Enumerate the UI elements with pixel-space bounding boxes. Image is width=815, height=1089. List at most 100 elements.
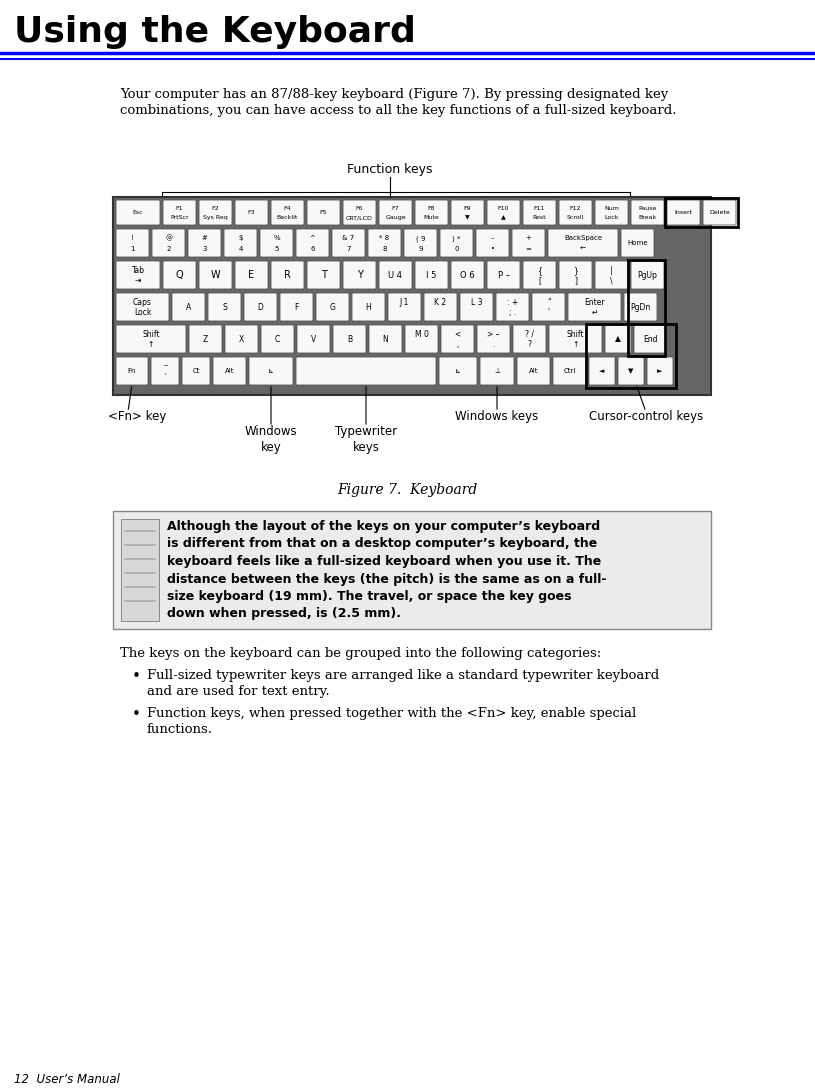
FancyBboxPatch shape: [460, 293, 493, 321]
Text: [: [: [538, 277, 541, 285]
FancyBboxPatch shape: [163, 200, 196, 225]
Text: The keys on the keyboard can be grouped into the following categories:: The keys on the keyboard can be grouped …: [120, 647, 601, 660]
FancyBboxPatch shape: [548, 229, 618, 257]
Text: 9: 9: [418, 246, 423, 252]
FancyBboxPatch shape: [405, 325, 438, 353]
FancyBboxPatch shape: [439, 357, 477, 386]
Text: 4: 4: [238, 246, 243, 252]
Text: Mute: Mute: [424, 215, 439, 220]
FancyBboxPatch shape: [441, 325, 474, 353]
Text: ^: ^: [310, 235, 315, 242]
Text: Tab: Tab: [131, 266, 144, 274]
Text: F5: F5: [319, 210, 328, 215]
FancyBboxPatch shape: [388, 293, 421, 321]
Text: Function keys, when pressed together with the <Fn> key, enable special: Function keys, when pressed together wit…: [147, 707, 637, 720]
Text: ⊾: ⊾: [455, 368, 461, 374]
Bar: [113, 197, 711, 395]
Text: J 1: J 1: [400, 297, 409, 307]
Text: Ct: Ct: [192, 368, 200, 374]
Bar: [665, 198, 738, 227]
Text: F6: F6: [356, 206, 363, 211]
Text: 2: 2: [166, 246, 170, 252]
FancyBboxPatch shape: [172, 293, 205, 321]
Text: Sys Req: Sys Req: [203, 215, 228, 220]
FancyBboxPatch shape: [634, 325, 667, 353]
Text: F12: F12: [570, 206, 581, 211]
Text: ←: ←: [580, 246, 586, 252]
FancyBboxPatch shape: [595, 200, 628, 225]
FancyBboxPatch shape: [618, 357, 644, 386]
FancyBboxPatch shape: [296, 357, 436, 386]
Text: {: {: [537, 266, 542, 274]
Text: }: }: [573, 266, 578, 274]
FancyBboxPatch shape: [151, 357, 179, 386]
Text: F7: F7: [392, 206, 399, 211]
Text: S: S: [222, 303, 227, 311]
Text: <: <: [455, 330, 460, 339]
Text: •: •: [132, 707, 141, 722]
Text: +: +: [526, 235, 531, 242]
FancyBboxPatch shape: [271, 200, 304, 225]
Text: Windows keys: Windows keys: [456, 409, 539, 423]
FancyBboxPatch shape: [332, 229, 365, 257]
FancyBboxPatch shape: [189, 325, 222, 353]
Text: ↵: ↵: [592, 308, 597, 317]
FancyBboxPatch shape: [496, 293, 529, 321]
Text: Shift: Shift: [566, 330, 584, 339]
Text: Rest: Rest: [533, 215, 546, 220]
Text: Typewriter
keys: Typewriter keys: [335, 425, 397, 454]
Text: Esc: Esc: [133, 210, 143, 215]
Text: ▼: ▼: [628, 368, 634, 374]
Text: Using the Keyboard: Using the Keyboard: [14, 15, 416, 49]
Bar: [121, 519, 159, 621]
FancyBboxPatch shape: [415, 200, 448, 225]
Text: ↑: ↑: [572, 340, 579, 350]
Text: E: E: [249, 270, 254, 280]
Text: G: G: [329, 303, 336, 311]
FancyBboxPatch shape: [116, 261, 160, 289]
Text: ]: ]: [574, 277, 577, 285]
Bar: [586, 325, 676, 388]
Text: ': ': [548, 308, 549, 317]
Text: Home: Home: [628, 240, 648, 246]
Text: Break: Break: [638, 215, 657, 220]
FancyBboxPatch shape: [208, 293, 241, 321]
Text: ,: ,: [456, 340, 459, 350]
FancyBboxPatch shape: [163, 261, 196, 289]
Text: 1: 1: [130, 246, 134, 252]
FancyBboxPatch shape: [379, 261, 412, 289]
Text: !: !: [131, 235, 134, 242]
Text: Fn: Fn: [128, 368, 136, 374]
FancyBboxPatch shape: [235, 261, 268, 289]
Text: A: A: [186, 303, 192, 311]
FancyBboxPatch shape: [451, 261, 484, 289]
FancyBboxPatch shape: [703, 200, 736, 225]
Text: L 3: L 3: [471, 297, 482, 307]
Text: Enter: Enter: [584, 297, 605, 307]
Text: ▲: ▲: [501, 215, 506, 220]
FancyBboxPatch shape: [589, 357, 615, 386]
Text: Scroll: Scroll: [567, 215, 584, 220]
FancyBboxPatch shape: [559, 261, 592, 289]
Text: ⊥: ⊥: [494, 368, 500, 374]
Text: 6: 6: [311, 246, 315, 252]
FancyBboxPatch shape: [605, 325, 631, 353]
FancyBboxPatch shape: [260, 229, 293, 257]
Text: M 0: M 0: [415, 330, 429, 339]
Text: ↑: ↑: [148, 340, 154, 350]
Text: O 6: O 6: [460, 270, 475, 280]
Text: W: W: [211, 270, 220, 280]
FancyBboxPatch shape: [235, 200, 268, 225]
Text: Function keys: Function keys: [347, 163, 433, 176]
Text: Cursor-control keys: Cursor-control keys: [589, 409, 703, 423]
Text: functions.: functions.: [147, 723, 213, 736]
FancyBboxPatch shape: [152, 229, 185, 257]
Text: F8: F8: [428, 206, 435, 211]
Text: <Fn> key: <Fn> key: [108, 409, 166, 423]
FancyBboxPatch shape: [559, 200, 592, 225]
Text: Y: Y: [357, 270, 363, 280]
FancyBboxPatch shape: [116, 293, 169, 321]
Text: ⊾: ⊾: [268, 368, 274, 374]
Text: .: .: [492, 340, 495, 350]
Text: ▲: ▲: [615, 334, 621, 343]
